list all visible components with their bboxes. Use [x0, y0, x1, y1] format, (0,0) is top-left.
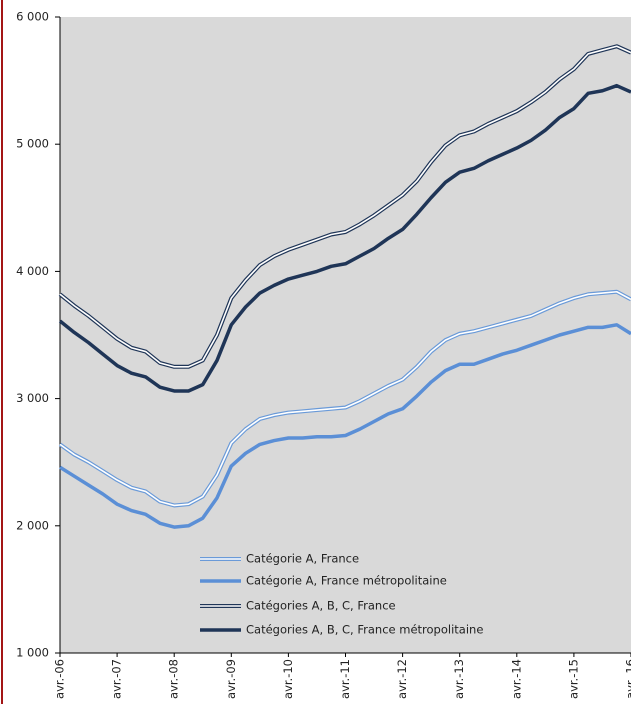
- legend-label: Catégorie A, France métropolitaine: [246, 574, 447, 588]
- x-tick-label: avr.-09: [224, 659, 238, 699]
- x-tick-label: avr.-14: [509, 659, 523, 699]
- series-line: [59, 45, 631, 368]
- legend-label: Catégorie A, France: [246, 552, 359, 566]
- y-tick-label: 5 000: [16, 137, 49, 151]
- y-tick-label: 4 000: [16, 264, 49, 278]
- x-tick-label: avr.-06: [53, 659, 67, 699]
- legend-label: Catégories A, B, C, France métropolitain…: [246, 623, 483, 637]
- x-tick-label: avr.-13: [452, 659, 466, 699]
- series-line: [59, 323, 631, 529]
- x-tick-label: avr.-15: [566, 659, 580, 699]
- plot-area: [60, 17, 631, 653]
- y-tick-label: 6 000: [16, 10, 49, 24]
- y-tick-label: 2 000: [16, 518, 49, 532]
- x-tick-label: avr.-07: [110, 659, 124, 699]
- y-tick-label: 3 000: [16, 391, 49, 405]
- x-tick-label: avr.-08: [167, 659, 181, 699]
- y-tick-label: 1 000: [16, 646, 49, 660]
- series-line: [58, 83, 631, 393]
- x-tick-label: avr.-11: [338, 659, 352, 699]
- x-tick-label: avr.-10: [281, 659, 295, 699]
- x-tick-label: avr.-16: [624, 659, 631, 699]
- series-line: [59, 290, 631, 507]
- x-tick-label: avr.-12: [395, 659, 409, 699]
- legend-label: Catégories A, B, C, France: [246, 599, 396, 613]
